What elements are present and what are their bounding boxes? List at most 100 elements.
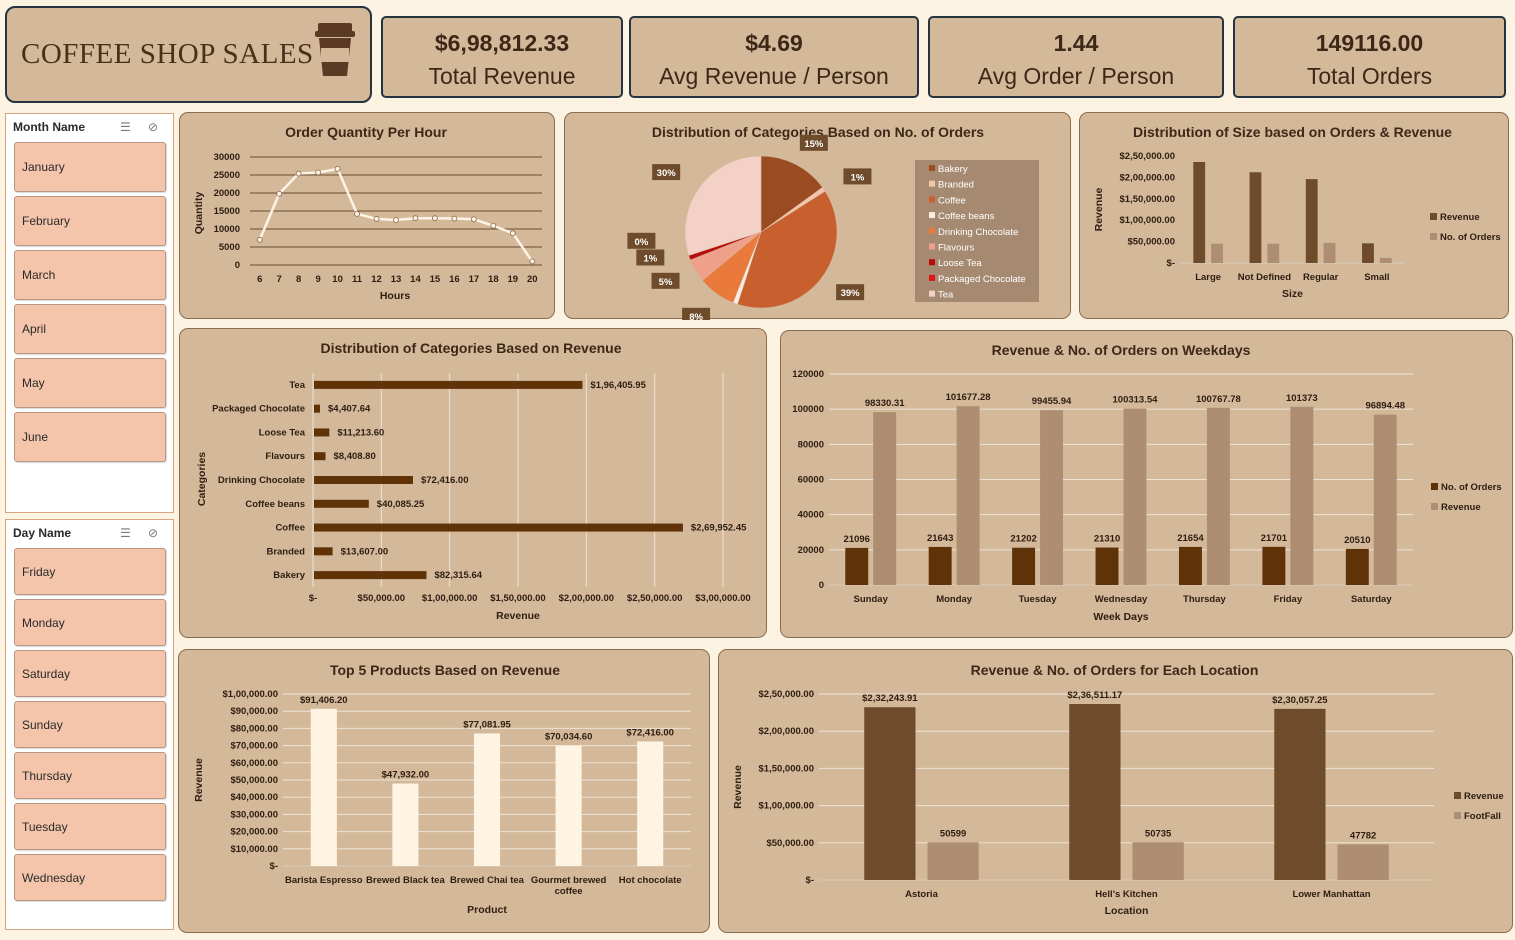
- data-label-box: [843, 168, 872, 185]
- weekday-chart: Revenue & No. of Orders on Weekdays 0 2000…: [792, 342, 1501, 623]
- bar: [1012, 547, 1036, 585]
- y-tick-label: Tea: [289, 380, 305, 391]
- legend-label: Loose Tea: [938, 258, 982, 269]
- pie-slice: [737, 190, 838, 309]
- multi-select-icon[interactable]: ☰: [120, 526, 131, 540]
- data-point: [276, 190, 283, 197]
- y-tick-label: $10,000.00: [230, 844, 278, 855]
- slicer-item-june[interactable]: June: [14, 412, 166, 462]
- y-tick-label: Loose Tea: [259, 427, 306, 438]
- legend-swatch: [929, 274, 935, 281]
- x-axis-label: Location: [1105, 905, 1149, 917]
- clear-filter-icon[interactable]: ⊘: [148, 120, 159, 134]
- clear-filter-icon[interactable]: ⊘: [148, 526, 159, 540]
- data-label: $2,36,511.17: [1067, 690, 1122, 701]
- legend-label: Flavours: [938, 243, 975, 254]
- slicer-item-thursday[interactable]: Thursday: [14, 752, 166, 799]
- data-point: [256, 236, 263, 243]
- data-point: [354, 210, 360, 217]
- x-tick-label: Hell's Kitchen: [1095, 889, 1158, 900]
- bar: [1193, 161, 1206, 263]
- legend-label: Branded: [938, 180, 974, 191]
- slicer-item-may[interactable]: May: [14, 358, 166, 408]
- y-tick-label: Coffee beans: [245, 499, 305, 510]
- data-label: $77,081.95: [463, 719, 511, 730]
- x-tick-label: $2,50,000.00: [627, 593, 682, 604]
- x-tick-label: 17: [469, 274, 480, 285]
- y-tick-label: $2,00,000.00: [1120, 172, 1175, 183]
- data-point: [509, 230, 516, 237]
- data-point: [295, 170, 302, 177]
- dashboard-title: COFFEE SHOP SALES: [21, 38, 314, 70]
- legend-swatch: [1431, 503, 1438, 510]
- slicer-item-friday[interactable]: Friday: [14, 548, 166, 595]
- y-tick-label: $-: [1167, 258, 1175, 269]
- slicer-item-sunday[interactable]: Sunday: [14, 701, 166, 748]
- y-axis-label: Quantity: [193, 192, 205, 235]
- category-orders-panel: Distribution of Categories Based on No. …: [564, 112, 1071, 342]
- data-label: 21643: [927, 533, 953, 544]
- location-chart-panel: Revenue & No. of Orders for Each Locatio…: [718, 649, 1513, 933]
- data-label: 50599: [940, 828, 966, 839]
- x-tick-label: Wednesday: [1095, 594, 1148, 605]
- x-tick-label: $1,00,000.00: [422, 593, 477, 604]
- data-label: 47782: [1350, 830, 1376, 841]
- slicer-title: Day Name: [13, 526, 72, 540]
- data-label: 100767.78: [1196, 394, 1241, 405]
- y-tick-label: $50,000.00: [766, 838, 814, 849]
- data-label-box: [627, 232, 656, 249]
- chart-title: Revenue & No. of Orders for Each Locatio…: [971, 662, 1259, 678]
- data-point: [432, 215, 438, 222]
- bar: [1379, 257, 1392, 263]
- y-tick-label: 0: [235, 260, 240, 271]
- x-tick-label: 10: [332, 274, 343, 285]
- chart-title: Distribution of Size based on Orders & R…: [1133, 124, 1452, 140]
- coffee-cup-icon: [315, 23, 355, 76]
- y-tick-label: 60000: [798, 475, 824, 486]
- bar: [1132, 842, 1184, 880]
- slicer-item-tuesday[interactable]: Tuesday: [14, 803, 166, 850]
- y-tick-label: 20000: [798, 545, 824, 556]
- slicer-item-january[interactable]: January: [14, 142, 166, 192]
- x-tick-label: Large: [1195, 272, 1221, 283]
- x-tick-label: $1,50,000.00: [490, 593, 545, 604]
- y-tick-label: $40,000.00: [230, 792, 278, 803]
- data-label: $47,932.00: [382, 770, 430, 781]
- slicer-item-march[interactable]: March: [14, 250, 166, 300]
- slicer-item-wednesday[interactable]: Wednesday: [14, 854, 166, 901]
- y-tick-label: $1,50,000.00: [759, 763, 814, 774]
- y-tick-label: $50,000.00: [1127, 237, 1175, 248]
- y-axis-label: Revenue: [193, 758, 205, 802]
- y-tick-label: 15000: [214, 206, 240, 217]
- slicer-item-saturday[interactable]: Saturday: [14, 650, 166, 697]
- kpi-total-revenue: $6,98,812.33 Total Revenue: [381, 16, 623, 98]
- chart-title: Top 5 Products Based on Revenue: [330, 662, 560, 678]
- bar: [1373, 414, 1397, 585]
- x-axis-label: Hours: [380, 290, 410, 302]
- bar: [956, 406, 980, 585]
- legend-label: FootFall: [1464, 811, 1501, 822]
- slicer-item-february[interactable]: February: [14, 196, 166, 246]
- slicer-item-monday[interactable]: Monday: [14, 599, 166, 646]
- multi-select-icon[interactable]: ☰: [120, 120, 131, 134]
- legend-swatch: [929, 212, 935, 219]
- legend-label: Revenue: [1440, 212, 1480, 223]
- x-tick-label: Monday: [936, 594, 973, 605]
- month-slicer: Month Name ☰ ⊘ January February March Ap…: [5, 113, 174, 513]
- kpi-value: 149116.00: [1315, 30, 1424, 56]
- hourly-chart: Order Quantity Per Hour 0 5000 10000 15000 20…: [193, 124, 542, 302]
- x-tick-label: 6: [257, 274, 262, 285]
- data-label: $4,407.64: [328, 404, 371, 415]
- data-point: [393, 217, 399, 223]
- slicer-item-april[interactable]: April: [14, 304, 166, 354]
- data-label: $91,406.20: [300, 695, 348, 706]
- data-point: [470, 216, 477, 223]
- bar: [1290, 406, 1314, 585]
- data-label-box: [836, 284, 865, 301]
- kpi-total-orders: 149116.00 Total Orders: [1233, 16, 1506, 98]
- data-label: 39%: [841, 288, 861, 299]
- kpi-value: 1.44: [1053, 30, 1099, 56]
- bar: [1267, 243, 1280, 263]
- data-label-box: [636, 249, 665, 266]
- y-tick-label: 10000: [214, 224, 240, 235]
